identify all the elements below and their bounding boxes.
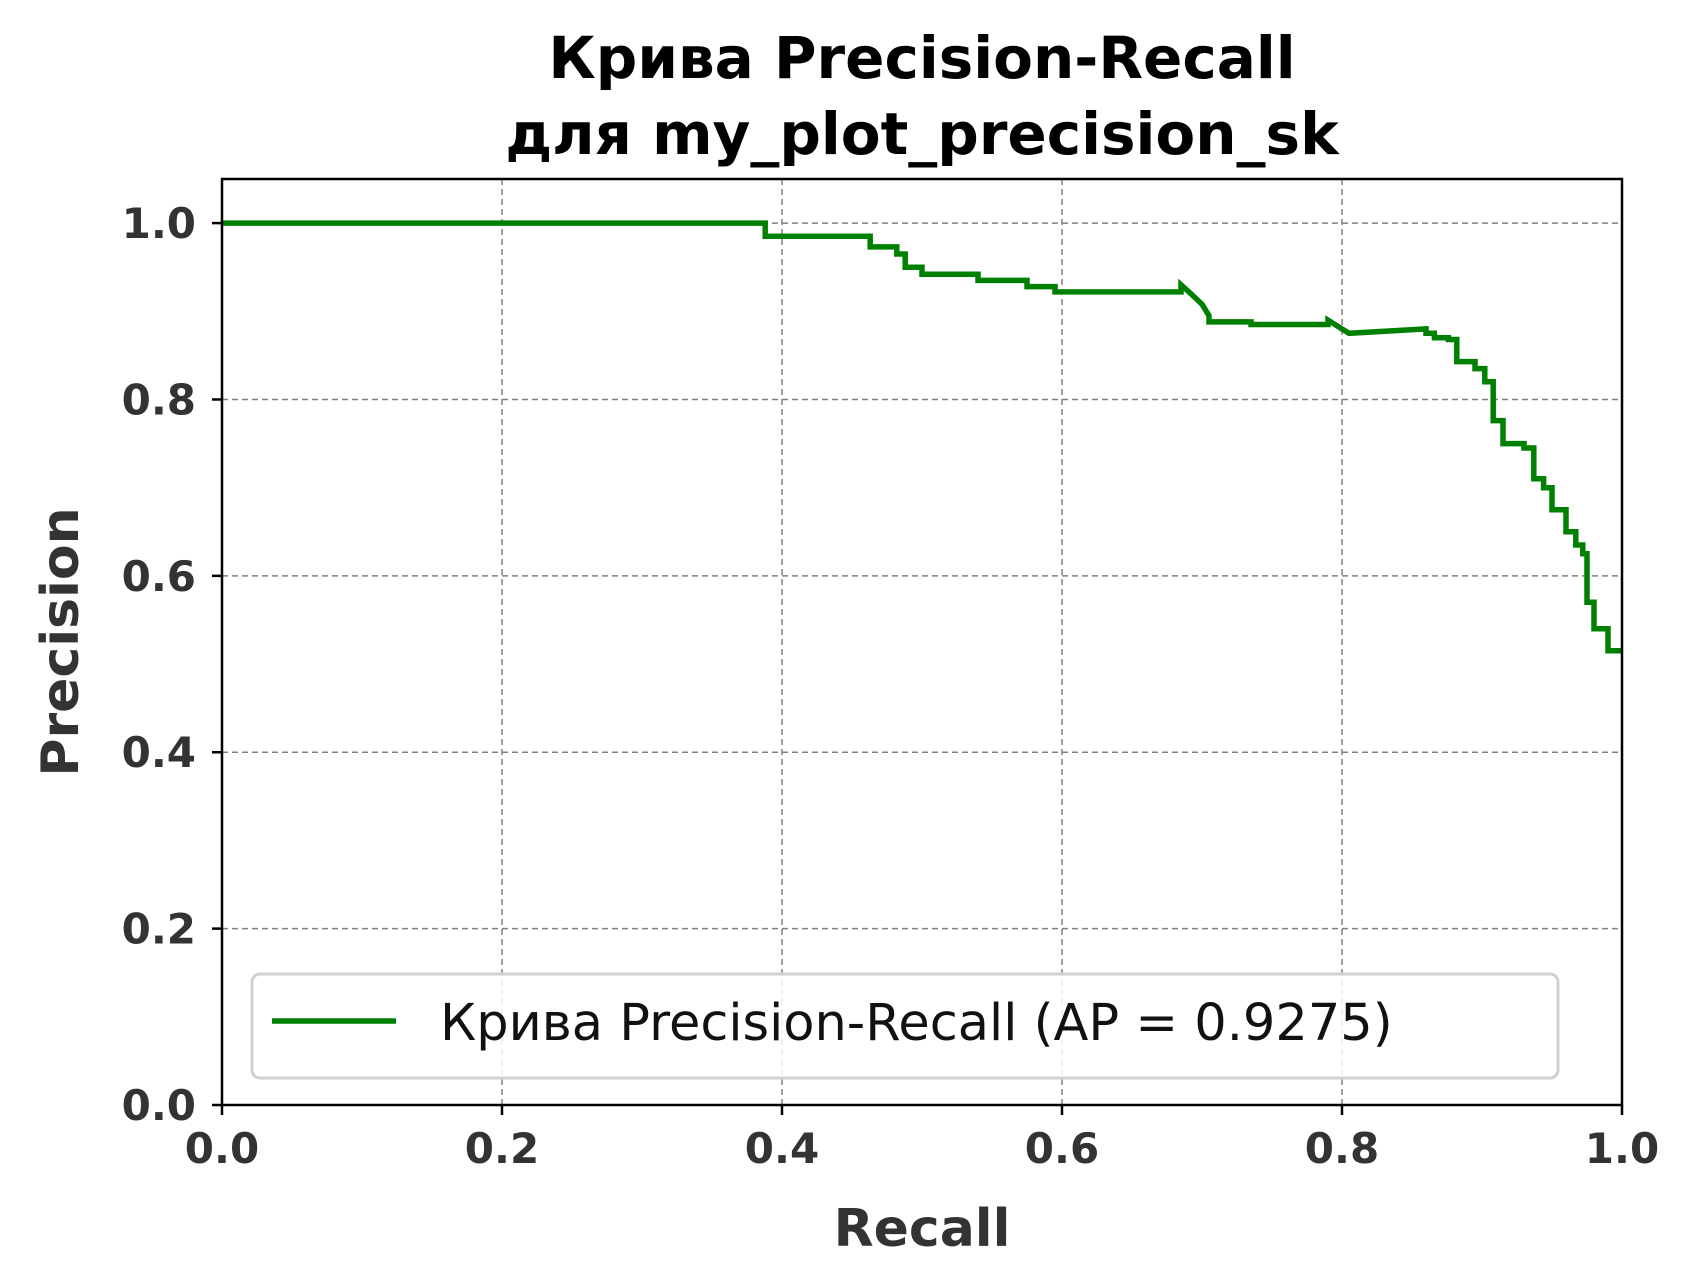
x-axis-label: Recall [834,1199,1011,1259]
chart-title-line-2: для my_plot_precision_sk [505,100,1340,168]
legend-box [250,972,1560,1080]
x-tick-label: 0.0 [185,1124,259,1173]
y-tick-label: 1.0 [122,199,196,248]
precision-recall-curve [222,220,1622,654]
grid-lines [222,179,1622,1105]
legend-label: Крива Precision-Recall (AP = 0.9275) [440,994,1393,1053]
y-tick-label: 0.4 [122,728,196,777]
chart-title-line-1: Крива Precision-Recall [548,24,1295,92]
y-tick-label: 0.6 [122,552,196,601]
x-tick-label: 0.2 [465,1124,539,1173]
x-tick-label: 0.8 [1305,1124,1379,1173]
y-axis-label: Precision [31,507,91,776]
x-axis-ticks: 0.0 0.2 0.4 0.6 0.8 1.0 [185,1105,1659,1173]
x-tick-label: 0.6 [1025,1124,1099,1173]
x-tick-label: 0.4 [745,1124,819,1173]
y-tick-label: 0.8 [122,375,196,424]
plot-frame [220,177,1624,1107]
x-tick-label: 1.0 [1585,1124,1659,1173]
y-axis-ticks: 0.0 0.2 0.4 0.6 0.8 1.0 [122,199,222,1130]
legend: Крива Precision-Recall (AP = 0.9275) [250,972,1560,1080]
y-tick-label: 0.2 [122,905,196,954]
y-tick-label: 0.0 [122,1081,196,1130]
